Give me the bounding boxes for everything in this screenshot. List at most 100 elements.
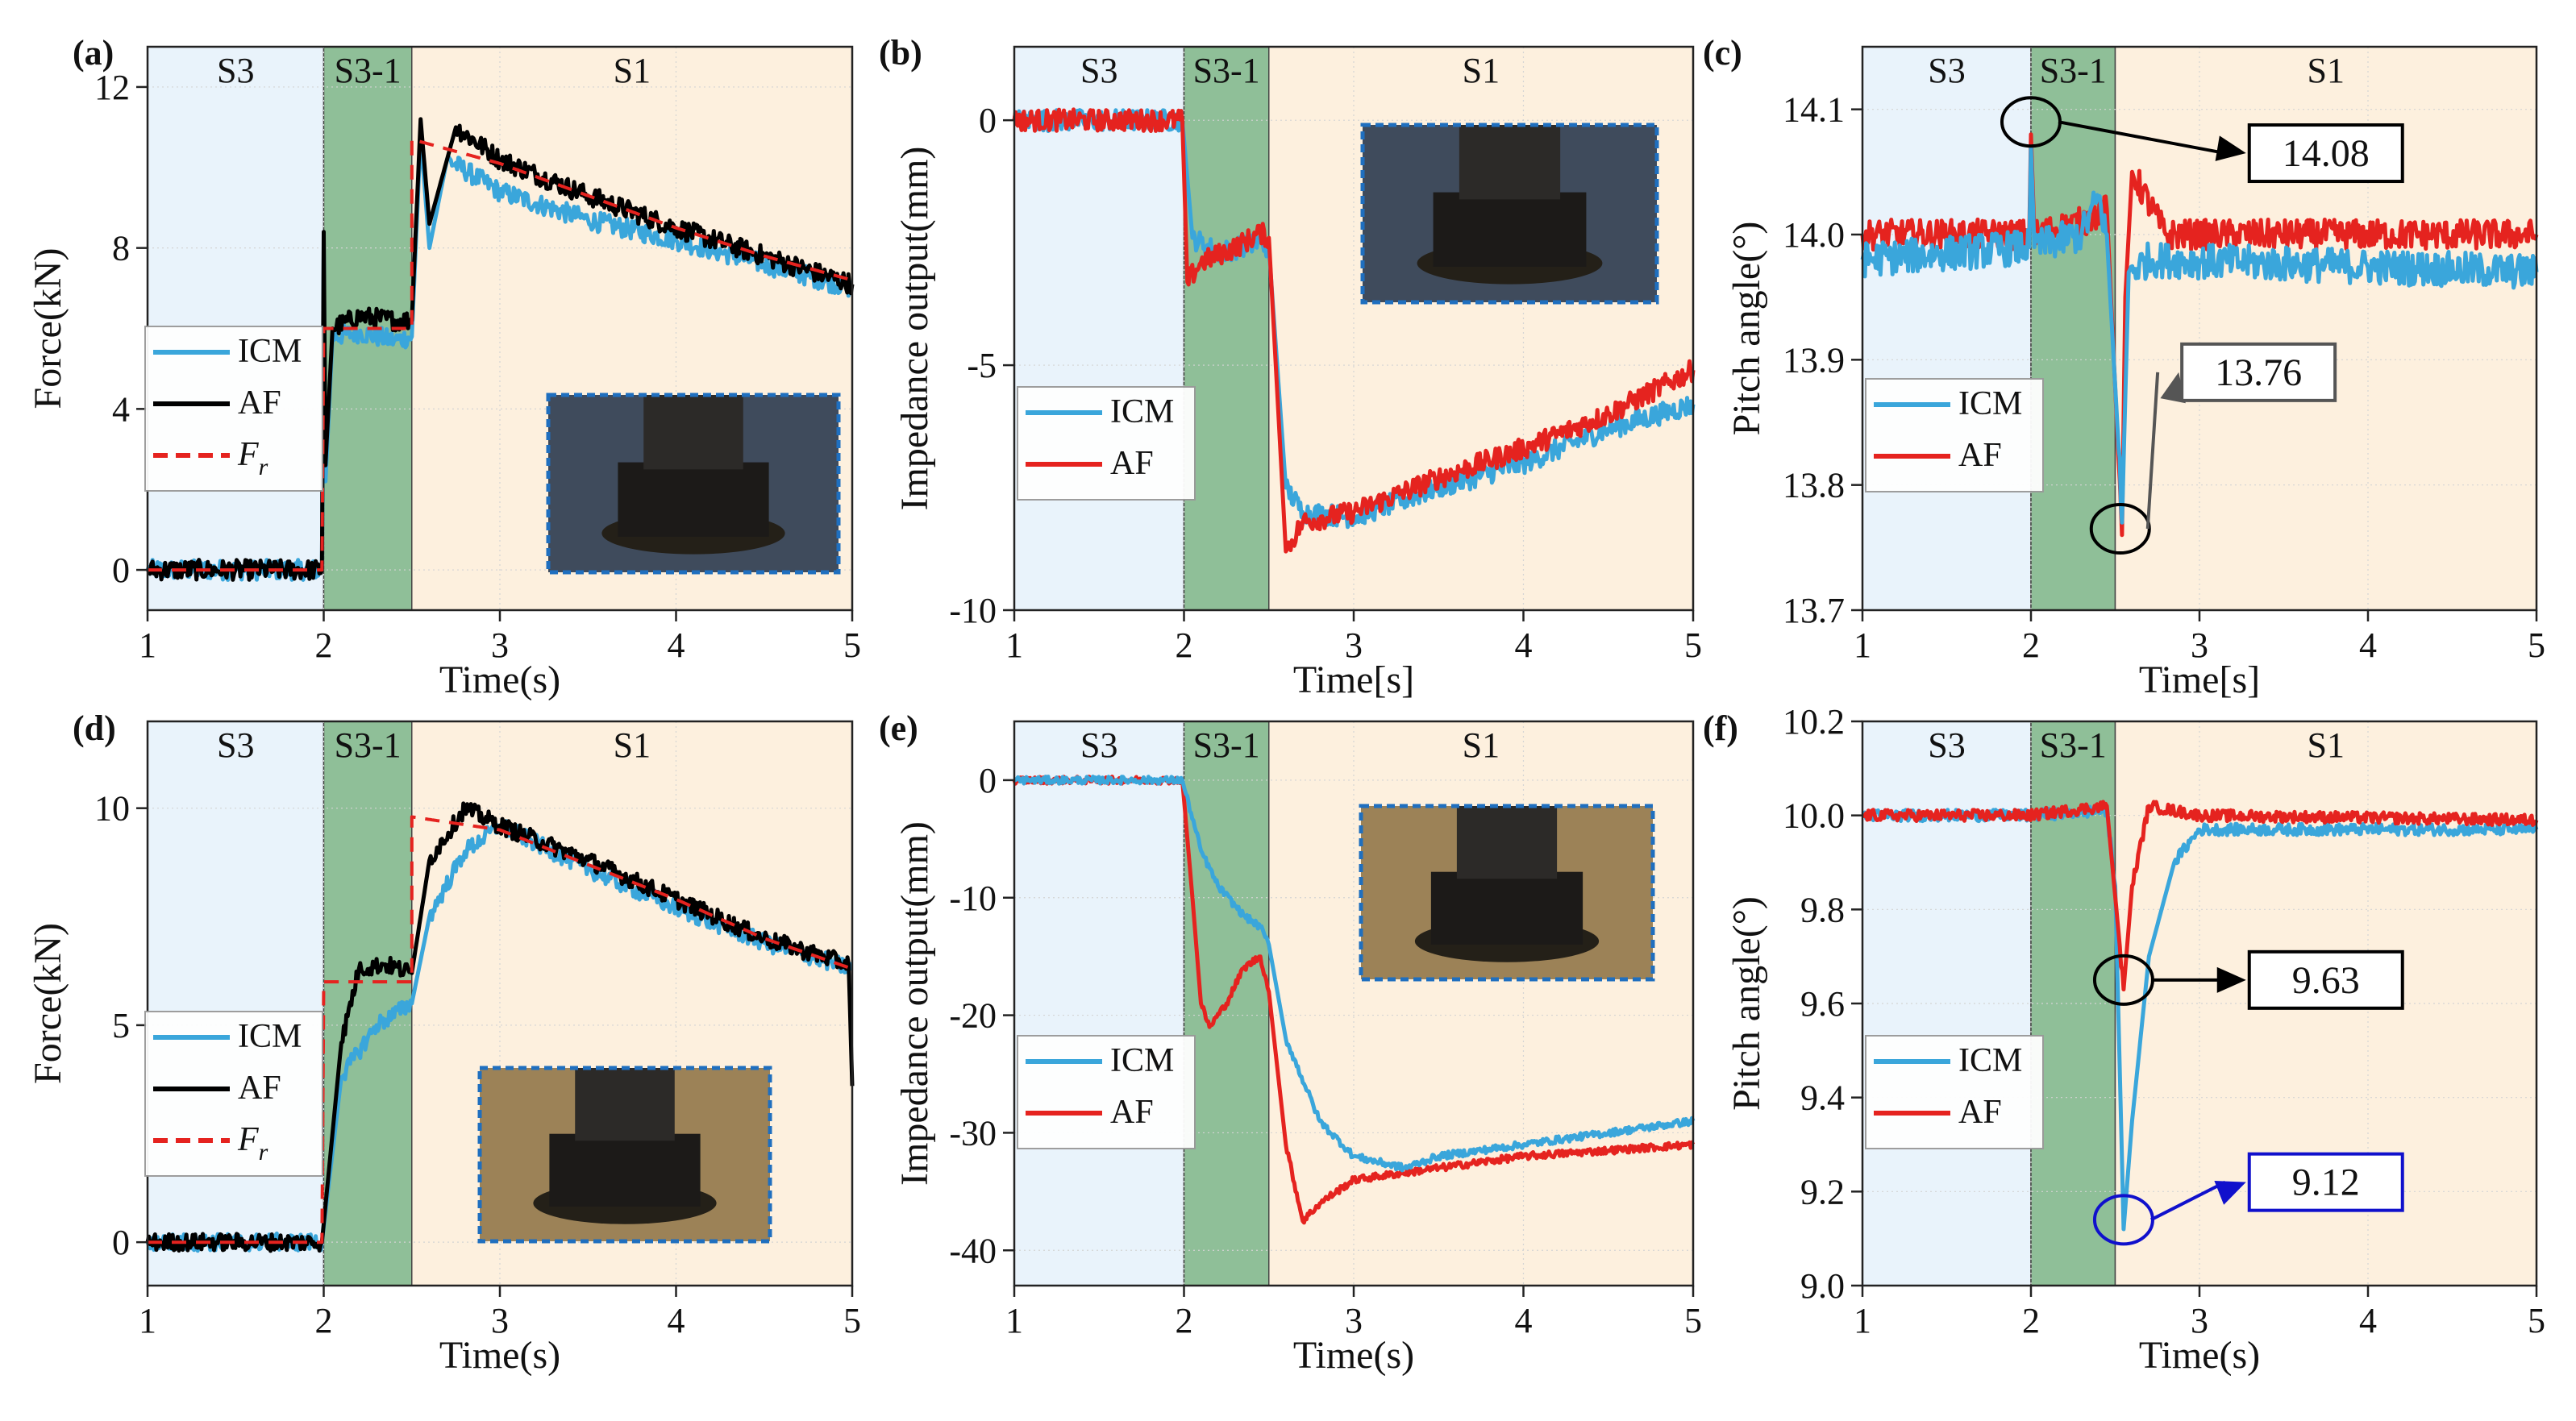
x-tick-label: 4 bbox=[668, 1301, 685, 1340]
panel-a: S3 S3-1 S11 2 3 4 504812Time(s)Force(kN)(a)ICM… bbox=[27, 33, 861, 701]
y-axis-label: Force(kN) bbox=[27, 248, 69, 409]
callout-box bbox=[2247, 123, 2404, 184]
y-tick-label: -10 bbox=[949, 591, 997, 630]
x-tick-label: 3 bbox=[491, 625, 509, 665]
x-tick-label: 3 bbox=[2191, 625, 2208, 665]
x-tick-label: 2 bbox=[1176, 625, 1193, 665]
callout-arrow-line bbox=[2058, 120, 2226, 155]
x-tick-label: 4 bbox=[1515, 1301, 1533, 1340]
y-tick-label: 0 bbox=[979, 101, 997, 140]
y-tick-label: -40 bbox=[949, 1231, 997, 1270]
panel-f: S3 S3-1 S1 9.63 9.12 1 2 3 4 5 9.0 9.2 9.4 9.6 9.8 10.0… bbox=[1703, 702, 2545, 1377]
stage-label-s3-1: S3-1 bbox=[335, 725, 402, 765]
x-tick-label: 3 bbox=[2191, 1301, 2208, 1340]
legend-box bbox=[1017, 1035, 1196, 1149]
series-line-fr bbox=[147, 137, 853, 572]
photo-inset bbox=[1359, 804, 1655, 982]
x-tick-label: 4 bbox=[668, 625, 685, 665]
stage-label-s3-1: S3-1 bbox=[2040, 725, 2107, 765]
callout-arrow-line bbox=[2145, 372, 2160, 530]
foot-flange-icon bbox=[549, 1133, 701, 1207]
y-tick-label: 13.7 bbox=[1783, 591, 1845, 630]
callout-box bbox=[2247, 949, 2404, 1010]
y-tick-label: 0 bbox=[112, 1223, 130, 1262]
x-tick-label: 2 bbox=[2022, 1301, 2040, 1340]
photo-inset bbox=[1360, 123, 1659, 305]
legend-label: ICM bbox=[238, 333, 302, 370]
x-tick-label: 1 bbox=[1005, 625, 1023, 665]
callout-arrow-head-icon bbox=[2160, 372, 2186, 404]
y-tick-label: -5 bbox=[967, 346, 997, 385]
x-tick-label: 1 bbox=[1854, 1301, 1871, 1340]
panel-label: (a) bbox=[73, 33, 114, 73]
stage-region-s3-1 bbox=[1183, 46, 1270, 611]
y-tick-label: -20 bbox=[949, 996, 997, 1036]
stage-region-s3 bbox=[1862, 46, 2032, 611]
x-tick-label: 5 bbox=[843, 625, 861, 665]
callout-arrow-head-icon bbox=[2215, 135, 2246, 161]
legend-label: AF bbox=[1958, 437, 2002, 474]
series-line-af bbox=[145, 801, 855, 1253]
y-tick-label: 0 bbox=[112, 551, 130, 590]
stage-label-s3-1: S3-1 bbox=[1193, 725, 1260, 765]
callout-arrow-line bbox=[2150, 1180, 2226, 1222]
y-tick-label: 9.4 bbox=[1800, 1078, 1845, 1118]
x-tick-label: 1 bbox=[1005, 1301, 1023, 1340]
stage-label-s3: S3 bbox=[217, 725, 254, 765]
x-tick-label: 5 bbox=[2528, 625, 2545, 665]
stage-label-s1: S1 bbox=[1463, 725, 1500, 765]
y-tick-label: 14.1 bbox=[1783, 90, 1845, 130]
panel-c: S3 S3-1 S1 14.08 13.76 1 2 3 4 5 13.7 13.8 13.9 14.0 1… bbox=[1703, 33, 2545, 701]
foot-flange-icon bbox=[1433, 192, 1587, 267]
stage-label-s1: S1 bbox=[2308, 725, 2345, 765]
x-tick-label: 5 bbox=[2528, 1301, 2545, 1340]
x-tick-label: 5 bbox=[843, 1301, 861, 1340]
series-line-icm bbox=[1860, 144, 2539, 525]
legend-label: ICM bbox=[1958, 1042, 2022, 1079]
legend-box bbox=[1017, 386, 1196, 501]
stage-label-s3-1: S3-1 bbox=[1193, 51, 1260, 90]
x-tick-label: 1 bbox=[139, 625, 156, 665]
y-tick-label: 8 bbox=[112, 229, 130, 268]
stage-label-s3: S3 bbox=[1080, 51, 1117, 90]
stage-label-s1: S1 bbox=[2308, 51, 2345, 90]
stage-label-s1: S1 bbox=[614, 725, 651, 765]
y-axis-label: Impedance output(mm) bbox=[893, 147, 936, 511]
legend-box bbox=[1865, 1035, 2044, 1149]
x-tick-label: 3 bbox=[1345, 1301, 1363, 1340]
x-tick-label: 4 bbox=[1515, 625, 1533, 665]
x-tick-label: 3 bbox=[491, 1301, 509, 1340]
series-line-af bbox=[146, 117, 855, 582]
legend-label: ICM bbox=[238, 1018, 302, 1055]
legend-label: Fr bbox=[237, 1121, 268, 1165]
y-tick-label: 10 bbox=[94, 789, 130, 829]
stage-label-s3-1: S3-1 bbox=[335, 51, 402, 90]
x-axis-label: Time(s) bbox=[439, 1334, 560, 1377]
callout-value: 13.76 bbox=[2215, 351, 2302, 394]
legend-subscript: r bbox=[259, 454, 268, 480]
photo-frame bbox=[546, 393, 841, 575]
foot-column-icon bbox=[643, 395, 743, 470]
y-tick-label: 10.0 bbox=[1783, 796, 1845, 836]
callout-arrow-head-icon bbox=[2214, 1181, 2246, 1205]
legend-label: ICM bbox=[1110, 393, 1174, 430]
photo-inset bbox=[477, 1066, 772, 1244]
callout-value: 9.63 bbox=[2292, 959, 2360, 1002]
panel-label: (d) bbox=[73, 708, 116, 748]
series-line-fr bbox=[147, 815, 853, 1244]
legend-label: AF bbox=[238, 384, 281, 422]
y-tick-label: 9.0 bbox=[1800, 1266, 1845, 1306]
x-tick-label: 1 bbox=[1854, 625, 1871, 665]
legend: ICM AF bbox=[1017, 386, 1196, 501]
legend-label: AF bbox=[1110, 1094, 1154, 1131]
x-tick-label: 2 bbox=[2022, 625, 2040, 665]
panel-d: S3 S3-1 S1 1 2 3 4 5 0 5 10 Time(s) Force(kN) (d) ICM A… bbox=[27, 708, 861, 1377]
x-tick-label: 2 bbox=[1176, 1301, 1193, 1340]
x-axis-label: Time[s] bbox=[2139, 659, 2260, 701]
y-tick-label: 9.2 bbox=[1800, 1172, 1845, 1211]
legend: ICM AF bbox=[1017, 1035, 1196, 1149]
legend-label: ICM bbox=[1958, 385, 2022, 422]
panel-e: S3 S3-1 S1 1 2 3 4 5 0 -10 -20 -30 -40 Time(s) Impedan… bbox=[879, 708, 1702, 1377]
